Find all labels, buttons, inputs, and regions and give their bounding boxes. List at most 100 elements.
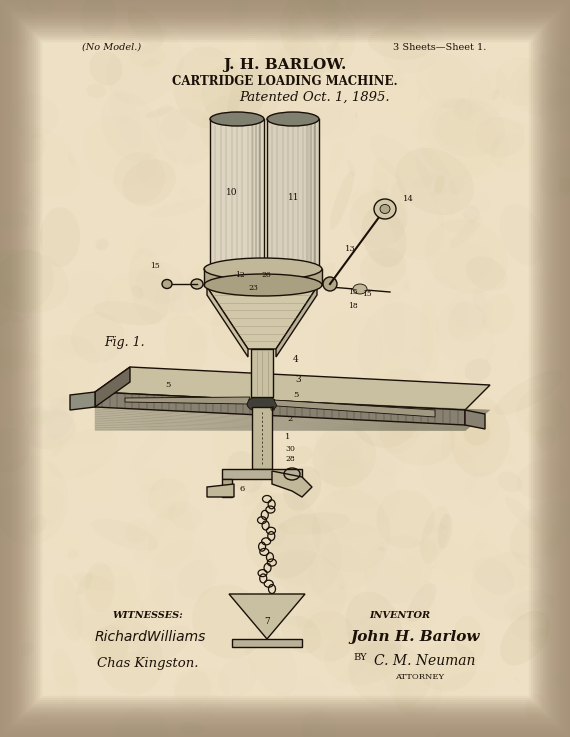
Ellipse shape: [10, 94, 59, 138]
Text: 11: 11: [288, 192, 300, 201]
Ellipse shape: [552, 711, 570, 737]
Ellipse shape: [500, 611, 550, 666]
Ellipse shape: [148, 478, 190, 520]
Ellipse shape: [376, 368, 435, 439]
Ellipse shape: [52, 648, 78, 706]
Ellipse shape: [0, 349, 46, 370]
Bar: [251, 349, 273, 397]
Ellipse shape: [142, 397, 174, 427]
Ellipse shape: [111, 18, 152, 57]
Text: J. H. BARLOW.: J. H. BARLOW.: [223, 58, 347, 72]
Ellipse shape: [303, 610, 355, 662]
Ellipse shape: [0, 250, 54, 314]
Polygon shape: [274, 400, 435, 417]
Ellipse shape: [230, 0, 248, 25]
Polygon shape: [125, 397, 250, 404]
Ellipse shape: [137, 467, 165, 492]
Text: 28: 28: [285, 455, 295, 463]
Ellipse shape: [255, 204, 311, 262]
Ellipse shape: [204, 258, 322, 280]
Ellipse shape: [360, 248, 406, 288]
Ellipse shape: [202, 63, 278, 130]
Ellipse shape: [287, 446, 312, 465]
Text: 4: 4: [293, 354, 299, 363]
Ellipse shape: [25, 410, 75, 449]
Ellipse shape: [0, 313, 29, 378]
Text: 15: 15: [150, 262, 160, 270]
Text: CARTRIDGE LOADING MACHINE.: CARTRIDGE LOADING MACHINE.: [172, 74, 398, 88]
Ellipse shape: [279, 512, 350, 535]
Ellipse shape: [269, 270, 305, 319]
Ellipse shape: [495, 57, 545, 106]
Ellipse shape: [28, 515, 47, 534]
Text: 5: 5: [165, 381, 170, 389]
Text: BY: BY: [353, 652, 367, 662]
Ellipse shape: [530, 276, 547, 286]
Ellipse shape: [353, 284, 367, 294]
Text: 23: 23: [248, 284, 258, 292]
Polygon shape: [95, 367, 130, 407]
Ellipse shape: [446, 0, 486, 32]
Text: 18: 18: [348, 302, 358, 310]
Ellipse shape: [331, 33, 343, 54]
Ellipse shape: [150, 198, 206, 218]
Ellipse shape: [353, 393, 418, 448]
Ellipse shape: [434, 175, 445, 194]
Ellipse shape: [525, 694, 545, 719]
Ellipse shape: [357, 206, 376, 225]
Ellipse shape: [287, 165, 310, 203]
Ellipse shape: [247, 396, 277, 412]
Ellipse shape: [91, 519, 158, 551]
Text: Patented Oct. 1, 1895.: Patented Oct. 1, 1895.: [240, 91, 390, 103]
Ellipse shape: [378, 547, 386, 551]
Ellipse shape: [179, 722, 204, 735]
Ellipse shape: [423, 525, 447, 533]
Ellipse shape: [510, 517, 561, 568]
Ellipse shape: [0, 249, 69, 313]
Polygon shape: [229, 594, 305, 639]
Ellipse shape: [466, 256, 507, 291]
Ellipse shape: [376, 415, 419, 453]
Ellipse shape: [56, 673, 78, 688]
Polygon shape: [222, 479, 232, 497]
Ellipse shape: [11, 313, 32, 323]
Ellipse shape: [123, 652, 154, 665]
Ellipse shape: [191, 89, 205, 102]
Ellipse shape: [347, 160, 356, 176]
Ellipse shape: [0, 305, 11, 326]
Ellipse shape: [26, 0, 55, 15]
Ellipse shape: [106, 28, 184, 105]
Ellipse shape: [211, 293, 277, 362]
Ellipse shape: [173, 46, 242, 128]
Ellipse shape: [438, 514, 452, 548]
Ellipse shape: [514, 677, 520, 681]
Ellipse shape: [503, 550, 529, 588]
Ellipse shape: [101, 0, 166, 55]
Polygon shape: [95, 392, 465, 425]
Ellipse shape: [93, 301, 161, 325]
Polygon shape: [207, 484, 234, 497]
Text: INVENTOR: INVENTOR: [369, 610, 430, 620]
Ellipse shape: [361, 206, 406, 268]
Ellipse shape: [321, 386, 347, 414]
Ellipse shape: [376, 489, 434, 548]
Bar: [252, 407, 272, 469]
Ellipse shape: [200, 96, 234, 147]
Text: 2: 2: [287, 415, 292, 423]
Ellipse shape: [419, 539, 437, 559]
Polygon shape: [95, 367, 490, 410]
Ellipse shape: [68, 153, 76, 167]
Bar: [204, 267, 322, 285]
Ellipse shape: [113, 18, 144, 34]
Text: ATTORNEY: ATTORNEY: [396, 673, 445, 681]
Polygon shape: [207, 287, 248, 357]
Text: C. M. Neuman: C. M. Neuman: [374, 654, 476, 668]
Text: 6: 6: [239, 485, 245, 493]
Bar: [267, 119, 319, 279]
Ellipse shape: [23, 335, 99, 403]
Ellipse shape: [418, 642, 477, 691]
Ellipse shape: [382, 42, 405, 59]
Ellipse shape: [21, 642, 34, 656]
Ellipse shape: [324, 301, 352, 359]
Ellipse shape: [559, 177, 570, 193]
